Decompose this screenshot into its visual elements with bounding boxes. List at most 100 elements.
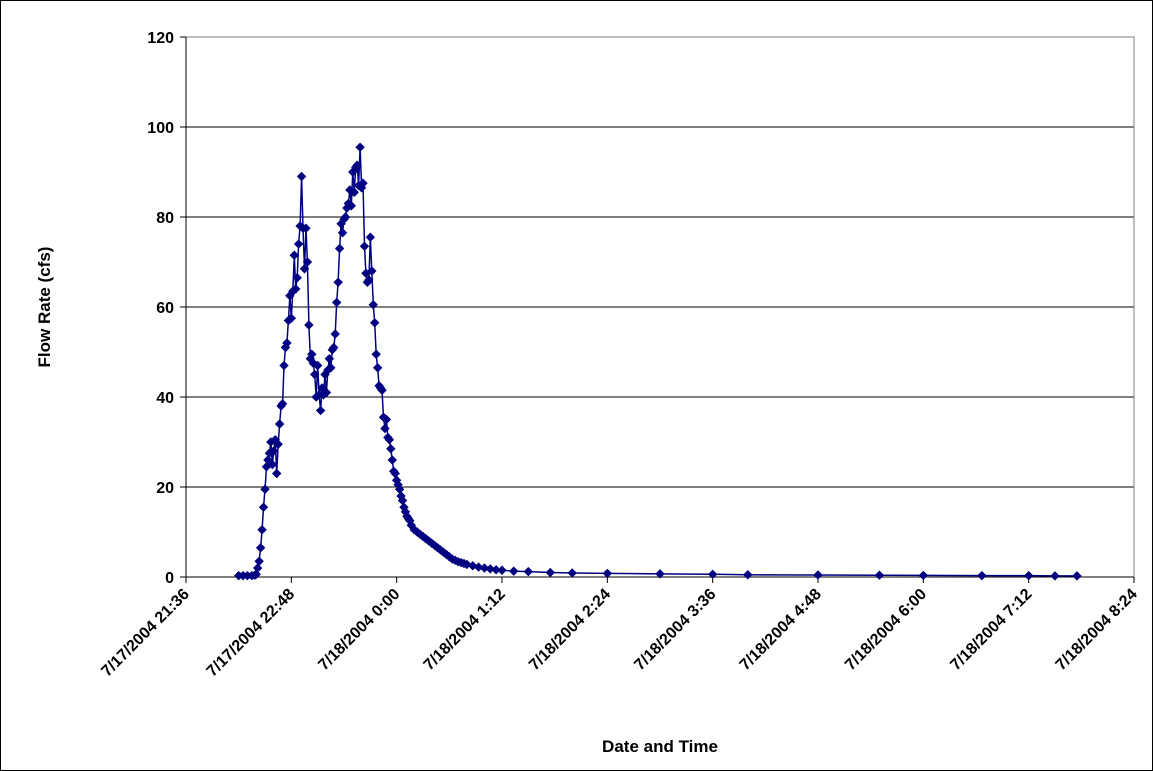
gridlines xyxy=(186,126,1134,488)
data-point xyxy=(257,525,267,535)
data-point xyxy=(340,212,351,222)
data-point xyxy=(370,318,380,328)
data-point xyxy=(252,563,263,573)
data-point xyxy=(315,405,326,416)
data-point xyxy=(381,414,392,425)
data-point xyxy=(359,241,370,251)
data-point xyxy=(655,569,665,579)
y-tick-label: 120 xyxy=(147,30,174,47)
data-point xyxy=(874,570,885,580)
data-point xyxy=(310,369,320,380)
data-point xyxy=(269,446,279,456)
data-point xyxy=(286,313,297,323)
data-point xyxy=(508,566,519,576)
data-point xyxy=(602,568,613,579)
y-tick-label: 20 xyxy=(156,480,174,497)
data-point xyxy=(326,363,336,373)
data-point xyxy=(277,399,288,409)
data-point xyxy=(299,264,310,274)
data-point xyxy=(567,568,577,578)
data-point xyxy=(324,354,335,364)
data-point xyxy=(251,569,261,580)
x-tick-label: 7/18/2004 7:12 xyxy=(947,586,1035,674)
data-point xyxy=(1050,571,1060,581)
data-point xyxy=(345,185,355,195)
data-point xyxy=(329,342,339,353)
data-point xyxy=(349,187,359,197)
data-point xyxy=(743,570,753,580)
data-point xyxy=(707,569,718,580)
data-point xyxy=(333,277,343,287)
series-line xyxy=(238,147,1077,577)
data-point xyxy=(289,250,299,260)
data-point xyxy=(977,570,987,581)
data-point xyxy=(302,257,313,267)
data-point xyxy=(260,484,270,494)
x-tick-label: 7/18/2004 1:12 xyxy=(421,586,509,674)
data-point xyxy=(291,284,301,294)
data-point xyxy=(918,570,929,581)
y-tick-label: 60 xyxy=(156,300,174,317)
data-point xyxy=(301,223,311,233)
data-point xyxy=(271,468,282,479)
data-point xyxy=(274,419,285,429)
data-point xyxy=(330,329,340,339)
data-point xyxy=(263,455,273,465)
data-point xyxy=(377,385,387,395)
y-axis: 0 20 40 60 80 100 120 xyxy=(147,30,187,587)
data-point xyxy=(352,160,362,170)
data-point xyxy=(386,444,396,454)
data-point xyxy=(337,228,348,238)
data-point xyxy=(308,358,318,368)
data-point xyxy=(312,360,323,371)
data-point xyxy=(255,543,266,553)
series-markers xyxy=(233,142,1082,581)
x-tick-label: 7/18/2004 2:24 xyxy=(526,586,614,674)
data-point xyxy=(367,266,377,276)
data-point xyxy=(468,561,478,571)
data-point xyxy=(479,563,490,573)
data-point xyxy=(813,570,823,580)
data-point xyxy=(365,232,376,242)
data-point xyxy=(368,300,378,310)
data-point xyxy=(387,455,397,465)
data-point xyxy=(254,556,264,566)
y-tick-label: 80 xyxy=(156,210,174,227)
data-point xyxy=(523,566,534,577)
x-tick-label: 7/18/2004 0:00 xyxy=(315,586,403,674)
y-tick-label: 40 xyxy=(156,390,174,407)
data-point xyxy=(307,349,317,359)
y-tick-label: 0 xyxy=(165,570,174,587)
data-point xyxy=(358,178,368,188)
data-point xyxy=(321,387,332,398)
data-point xyxy=(355,142,365,152)
data-point xyxy=(292,273,302,283)
data-point xyxy=(485,564,496,574)
data-point xyxy=(497,565,507,575)
data-point xyxy=(1072,571,1082,581)
data-point xyxy=(372,363,383,373)
data-point xyxy=(267,459,278,470)
x-tick-label: 7/18/2004 8:24 xyxy=(1053,586,1141,674)
x-tick-label: 7/18/2004 4:48 xyxy=(737,586,825,674)
y-tick-label: 100 xyxy=(147,120,174,137)
data-point xyxy=(545,567,555,578)
data-point xyxy=(371,349,381,359)
x-tick-label: 7/18/2004 3:36 xyxy=(631,586,719,674)
data-point xyxy=(334,243,345,254)
data-point xyxy=(1023,570,1034,581)
data-point xyxy=(304,320,314,330)
x-tick-label: 7/18/2004 6:00 xyxy=(842,586,930,674)
data-point xyxy=(279,360,289,371)
data-point xyxy=(273,439,283,449)
data-point xyxy=(380,423,390,434)
x-tick-label: 7/17/2004 21:36 xyxy=(98,586,193,681)
y-axis-title: Flow Rate (cfs) xyxy=(35,247,54,368)
data-point xyxy=(462,559,472,570)
data-point xyxy=(282,338,292,348)
data-point xyxy=(491,565,501,575)
data-point xyxy=(346,201,357,211)
data-point xyxy=(296,171,307,182)
